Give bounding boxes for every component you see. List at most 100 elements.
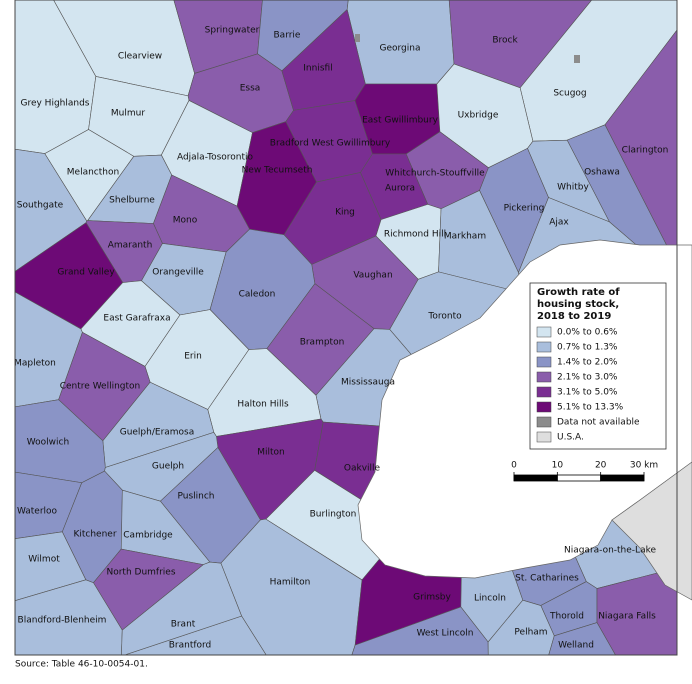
- legend-swatch: [536, 416, 552, 428]
- region-label: Bradford West Gwillimbury: [270, 139, 391, 149]
- region-label: Mulmur: [111, 109, 145, 119]
- region-label: Grey Highlands: [20, 99, 89, 109]
- region-label: Halton Hills: [237, 400, 289, 410]
- region-label: Mono: [173, 216, 198, 226]
- region-label: Centre Wellington: [60, 382, 141, 392]
- region-label: Amaranth: [108, 241, 153, 251]
- legend-swatch: [536, 386, 552, 398]
- region-label: Scugog: [553, 89, 586, 99]
- region-label: Markham: [444, 232, 486, 242]
- region-label: Guelph/Eramosa: [120, 428, 195, 438]
- no-data-patch: [355, 34, 360, 42]
- region-label: Cambridge: [123, 531, 173, 541]
- region-label: Lincoln: [474, 594, 506, 604]
- legend-box: [529, 282, 667, 450]
- region-label: Southgate: [17, 201, 64, 211]
- region-label: Milton: [257, 448, 285, 458]
- legend-label: 2.1% to 3.0%: [557, 373, 618, 383]
- region-label: Erin: [184, 352, 202, 362]
- legend-label: U.S.A.: [557, 433, 584, 443]
- scale-label: 0: [511, 461, 517, 471]
- region-label: Mapleton: [14, 359, 56, 369]
- region-label: Welland: [558, 641, 594, 651]
- region-label: Hamilton: [270, 578, 311, 588]
- scale-bar: 0 10 20 30 km: [511, 461, 658, 482]
- region-label: Adjala-Tosorontio: [177, 153, 254, 163]
- scale-label: 10: [552, 461, 564, 471]
- region-label: Uxbridge: [458, 111, 499, 121]
- region-label: Blandford-Blenheim: [18, 616, 107, 626]
- legend-title: housing stock,: [537, 299, 619, 310]
- region-label: Toronto: [427, 312, 462, 322]
- region-label: Caledon: [239, 290, 276, 300]
- legend-label: 0.7% to 1.3%: [557, 343, 618, 353]
- region-label: Grand Valley: [57, 268, 115, 278]
- region-label: Brantford: [169, 641, 212, 651]
- region: [121, 561, 243, 656]
- region-label: Burlington: [310, 510, 357, 520]
- usa: [611, 461, 692, 601]
- region-labels: Clearview Grey Highlands Springwater Barrie…: [14, 26, 668, 651]
- region-label: Grimsby: [413, 593, 451, 603]
- legend-title: Growth rate of: [537, 287, 620, 298]
- region-label: North Dumfries: [106, 568, 175, 578]
- region-label: Guelph: [152, 462, 184, 472]
- region: [346, 0, 455, 85]
- scale-segment: [513, 474, 558, 482]
- scale-label: 20: [595, 461, 607, 471]
- legend-swatch: [536, 401, 552, 413]
- region-label: Wilmot: [28, 555, 60, 565]
- region-label: Oshawa: [584, 168, 620, 178]
- legend-swatch: [536, 431, 552, 443]
- legend-label: Data not available: [557, 418, 640, 428]
- region-label: East Gwillimbury: [362, 116, 439, 126]
- legend-swatch: [536, 341, 552, 353]
- region-label: Mississauga: [341, 378, 395, 388]
- region-label: Niagara Falls: [598, 612, 656, 622]
- scale-segment: [600, 474, 645, 482]
- region-label: Richmond Hill: [384, 230, 446, 240]
- region-label: Orangeville: [152, 268, 204, 278]
- scale-segment: [556, 474, 602, 482]
- region-label: Clearview: [118, 52, 162, 62]
- legend-swatch: [536, 356, 552, 368]
- region-label: Brampton: [300, 338, 345, 348]
- region-label: West Lincoln: [417, 629, 474, 639]
- region-label: Whitchurch-Stouffville: [385, 169, 485, 179]
- legend-label: 3.1% to 5.0%: [557, 388, 618, 398]
- region-label: Puslinch: [177, 492, 214, 502]
- region-label: East Garafraxa: [103, 314, 170, 324]
- region-label: Clarington: [622, 146, 669, 156]
- legend-swatch: [536, 371, 552, 383]
- region-label: Woolwich: [27, 438, 69, 448]
- region-label: Shelburne: [109, 196, 155, 206]
- region-label: Thorold: [549, 612, 584, 622]
- region-label: Vaughan: [353, 271, 392, 281]
- region-label: Brock: [492, 36, 518, 46]
- region-label: Niagara-on-the-Lake: [564, 546, 657, 556]
- legend-label: 5.1% to 13.3%: [557, 403, 624, 413]
- region-label: Aurora: [385, 184, 415, 194]
- region-label: Georgina: [380, 44, 421, 54]
- region-label: Pickering: [504, 204, 545, 214]
- legend-label: 0.0% to 0.6%: [557, 328, 618, 338]
- region-label: New Tecumseth: [242, 166, 313, 176]
- scale-label: 30 km: [630, 461, 658, 471]
- region-label: Melancthon: [67, 168, 119, 178]
- region-label: Springwater: [205, 26, 260, 36]
- region-label: Waterloo: [17, 507, 58, 517]
- region-label: Brant: [171, 620, 196, 630]
- region-label: Innisfil: [303, 64, 332, 74]
- region-label: Pelham: [514, 628, 547, 638]
- legend-label: 1.4% to 2.0%: [557, 358, 618, 368]
- region-label: Essa: [240, 84, 261, 94]
- region-label: Barrie: [274, 31, 301, 41]
- no-data-patch: [574, 55, 580, 63]
- region-label: Kitchener: [73, 530, 116, 540]
- region-label: Ajax: [549, 218, 569, 228]
- legend-swatch: [536, 326, 552, 338]
- legend-title: 2018 to 2019: [537, 311, 611, 322]
